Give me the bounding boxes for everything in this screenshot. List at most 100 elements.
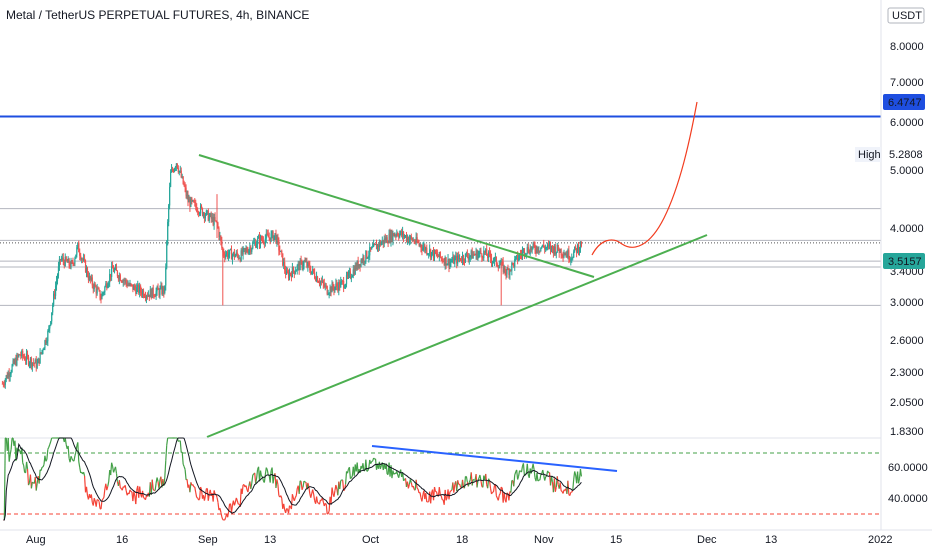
price-tick-label: 8.0000 <box>890 41 924 53</box>
rsi-segment <box>324 502 327 505</box>
rsi-segment <box>293 497 296 501</box>
candle-body <box>509 269 511 275</box>
candle-body <box>33 363 35 364</box>
candle-body <box>362 256 364 262</box>
candle-body <box>59 259 61 261</box>
candle-body <box>235 252 237 256</box>
candle-body <box>85 268 88 273</box>
price-tick-label: 1.8300 <box>890 426 924 438</box>
candle-body <box>108 282 110 286</box>
rsi-segment <box>340 479 343 482</box>
candle-body <box>423 245 425 248</box>
rsi-segment <box>198 498 201 501</box>
currency-box[interactable] <box>887 7 925 24</box>
candle-body <box>15 359 17 366</box>
candle-body <box>467 256 469 260</box>
candle-body <box>556 244 558 252</box>
candle-body <box>21 351 23 357</box>
candle-body <box>118 275 120 280</box>
candle-body <box>86 268 89 276</box>
candle-body <box>43 348 45 350</box>
candle-body <box>531 246 533 251</box>
candle-body <box>279 250 281 252</box>
candle-body <box>229 249 232 251</box>
candle-body <box>309 265 311 271</box>
rsi-segment <box>435 491 438 496</box>
rsi-segment <box>510 480 513 493</box>
rsi-segment <box>344 471 348 485</box>
candle-body <box>338 282 340 291</box>
candle-body <box>479 250 481 253</box>
candle-body <box>495 256 497 265</box>
rsi-segment <box>106 486 109 491</box>
ascending-trendline[interactable] <box>206 234 708 438</box>
candle-body <box>50 321 52 326</box>
descending-trendline[interactable] <box>198 154 595 278</box>
candle-body <box>28 363 31 365</box>
candle-body <box>241 250 243 255</box>
candle-body <box>3 384 5 386</box>
candle-body <box>521 251 524 255</box>
candle-body <box>412 240 414 241</box>
rsi-segment <box>199 486 203 491</box>
rsi-segment <box>459 483 462 488</box>
rsi-segment <box>114 466 118 474</box>
rsi-segment <box>245 485 248 490</box>
rsi-segment <box>25 461 29 470</box>
candle-body <box>387 242 389 244</box>
candle-body <box>516 255 518 257</box>
candle-body <box>579 241 582 249</box>
rsi-segment <box>318 499 322 505</box>
candle-body <box>570 258 572 261</box>
rsi-segment <box>250 482 253 490</box>
rsi-segment <box>331 487 334 494</box>
rsi-segment <box>520 466 524 473</box>
candle-body <box>473 254 475 256</box>
candle-body <box>130 283 132 285</box>
rsi-segment <box>73 455 76 462</box>
candle-body <box>228 254 230 258</box>
rsi-segment <box>239 488 242 507</box>
rsi-segment <box>339 480 342 490</box>
rsi-segment <box>90 494 93 503</box>
candle-body <box>179 170 181 172</box>
rsi-segment <box>83 472 86 477</box>
candle-body <box>389 233 391 242</box>
candle-body <box>180 170 182 178</box>
candle-body <box>537 246 539 252</box>
candle-body <box>51 312 53 322</box>
price-tick-label: 5.0000 <box>890 165 924 177</box>
candle-body <box>87 275 90 280</box>
candle-body <box>119 275 121 281</box>
candle-body <box>331 283 333 293</box>
rsi-segment <box>213 490 216 495</box>
rsi-segment <box>192 484 195 487</box>
candle-body <box>283 262 285 266</box>
candle-body <box>9 374 11 377</box>
rsi-segment <box>393 472 396 475</box>
candle-body <box>477 254 479 260</box>
candle-body <box>466 253 468 257</box>
rsi-segment <box>544 476 547 481</box>
projection-curve[interactable] <box>591 101 698 256</box>
last-price-tag[interactable] <box>883 253 925 269</box>
rsi-segment <box>468 479 471 483</box>
rsi-segment <box>107 481 110 487</box>
rsi-segment <box>110 462 113 476</box>
divergence-line[interactable] <box>371 445 618 472</box>
candle-body <box>237 255 239 259</box>
resistance-price-tag[interactable] <box>883 94 925 110</box>
candle-body <box>14 359 16 364</box>
rsi-segment <box>333 490 336 497</box>
rsi-segment <box>18 448 21 452</box>
candle-body <box>322 280 324 284</box>
rsi-segment <box>21 447 24 463</box>
candle-body <box>305 261 307 263</box>
candle-body <box>75 254 77 259</box>
rsi-segment <box>8 454 11 462</box>
candle-body <box>142 290 145 297</box>
candle-body <box>489 251 491 254</box>
candle-body <box>277 236 279 241</box>
rsi-segment <box>572 479 575 491</box>
